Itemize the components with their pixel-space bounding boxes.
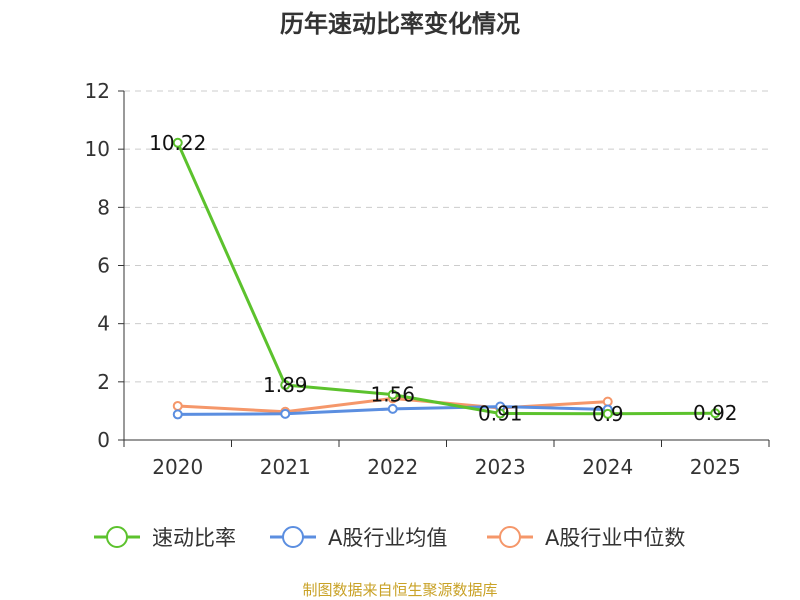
- data-label: 0.92: [693, 401, 738, 425]
- legend-item-1[interactable]: A股行业均值: [270, 526, 447, 550]
- data-point[interactable]: [602, 408, 613, 419]
- legend[interactable]: 速动比率 A股行业均值 A股行业中位数: [94, 526, 685, 550]
- y-tick-label: 4: [97, 312, 110, 336]
- y-tick-label: 12: [85, 79, 110, 103]
- legend-marker: [106, 526, 128, 548]
- legend-marker: [499, 526, 521, 548]
- source-note: 制图数据来自恒生聚源数据库: [302, 581, 497, 599]
- data-label: 10.22: [149, 131, 206, 155]
- grid-lines: [124, 90, 769, 383]
- x-tick-label: 2023: [475, 455, 526, 479]
- data-point[interactable]: [710, 408, 721, 419]
- x-tick-label: 2025: [690, 455, 741, 479]
- y-tick-label: 8: [97, 195, 110, 219]
- data-label: 0.91: [478, 402, 523, 426]
- y-axis-ticks: 0 2 4 6 8 10 12: [85, 79, 124, 452]
- data-point[interactable]: [280, 408, 291, 419]
- x-tick-label: 2020: [152, 455, 203, 479]
- legend-item-2[interactable]: A股行业中位数: [487, 526, 685, 550]
- series-line-0: [176, 142, 716, 416]
- chart-title: 历年速动比率变化情况: [280, 10, 520, 38]
- x-tick-label: 2021: [260, 455, 311, 479]
- legend-marker: [282, 526, 304, 548]
- data-label: 1.56: [370, 383, 415, 407]
- y-tick-label: 6: [97, 254, 110, 278]
- legend-label: A股行业中位数: [545, 526, 685, 550]
- data-label: 0.9: [592, 402, 624, 426]
- legend-item-0[interactable]: 速动比率: [94, 526, 236, 550]
- y-tick-label: 10: [85, 137, 110, 161]
- data-point[interactable]: [387, 403, 398, 414]
- data-point[interactable]: [280, 380, 291, 391]
- series-group: [172, 137, 721, 420]
- data-label: 1.89: [263, 373, 308, 397]
- legend-label: A股行业均值: [328, 526, 447, 550]
- y-tick-label: 2: [97, 370, 110, 394]
- x-tick-label: 2022: [367, 455, 418, 479]
- data-point[interactable]: [172, 137, 183, 148]
- data-point[interactable]: [387, 389, 398, 400]
- data-point[interactable]: [495, 408, 506, 419]
- y-tick-label: 0: [97, 428, 110, 452]
- data-point[interactable]: [172, 400, 183, 411]
- data-labels: 10.22 1.89 1.56 0.91 0.9 0.92: [149, 131, 737, 426]
- legend-label: 速动比率: [152, 526, 236, 550]
- x-tick-label: 2024: [582, 455, 633, 479]
- x-axis-ticks: 2020 2021 2022 2023 2024 2025: [123, 440, 770, 479]
- data-point[interactable]: [172, 409, 183, 420]
